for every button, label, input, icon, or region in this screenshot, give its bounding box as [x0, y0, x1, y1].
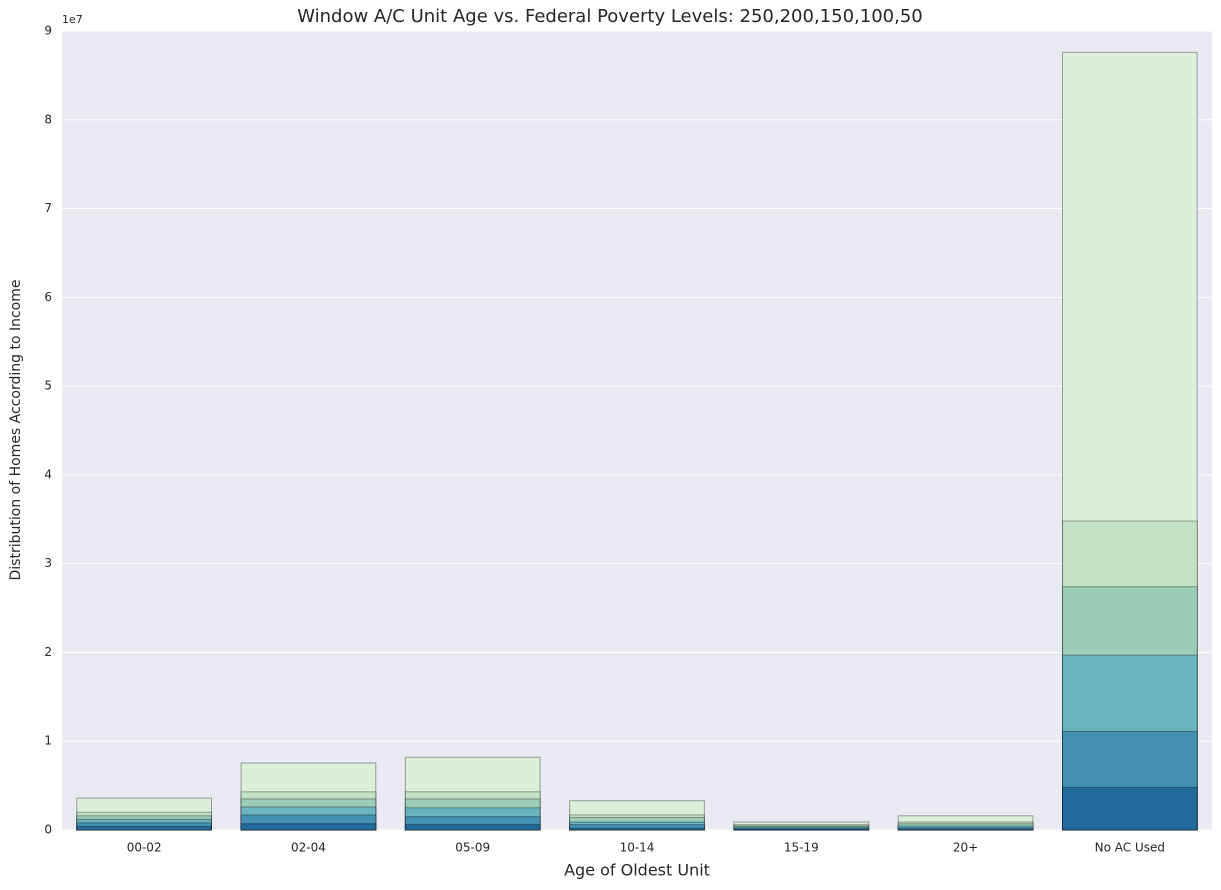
y-tick-label: 5: [44, 379, 52, 393]
bar: [897, 828, 1034, 831]
chart-title: Window A/C Unit Age vs. Federal Poverty …: [297, 6, 923, 27]
x-tick-label: 02-04: [291, 841, 326, 855]
y-tick-label: 2: [44, 645, 52, 659]
y-tick-label: 1: [44, 734, 52, 748]
x-axis-label: Age of Oldest Unit: [564, 861, 710, 880]
bar: [569, 827, 705, 831]
plot-area: [62, 31, 1212, 830]
y-tick-label: 9: [44, 24, 52, 38]
x-tick-label: 00-02: [127, 841, 162, 855]
bar: [240, 823, 377, 831]
y-offset-label: 1e7: [62, 13, 83, 26]
x-tick-label: No AC Used: [1095, 841, 1165, 855]
x-tick-label: 20+: [953, 841, 978, 855]
y-tick-label: 0: [44, 823, 52, 837]
bar: [1062, 786, 1198, 831]
bar: [76, 825, 212, 831]
x-tick-label: 15-19: [784, 841, 819, 855]
y-axis-label: Distribution of Homes According to Incom…: [8, 280, 24, 581]
y-tick-label: 3: [44, 556, 52, 570]
bar: [733, 828, 870, 831]
x-tick-label: 05-09: [455, 841, 490, 855]
x-tick-label: 10-14: [620, 841, 655, 855]
y-tick-label: 8: [44, 112, 52, 126]
y-tick-label: 7: [44, 201, 52, 215]
bar: [404, 824, 541, 831]
y-tick-label: 6: [44, 290, 52, 304]
y-tick-label: 4: [44, 467, 52, 481]
